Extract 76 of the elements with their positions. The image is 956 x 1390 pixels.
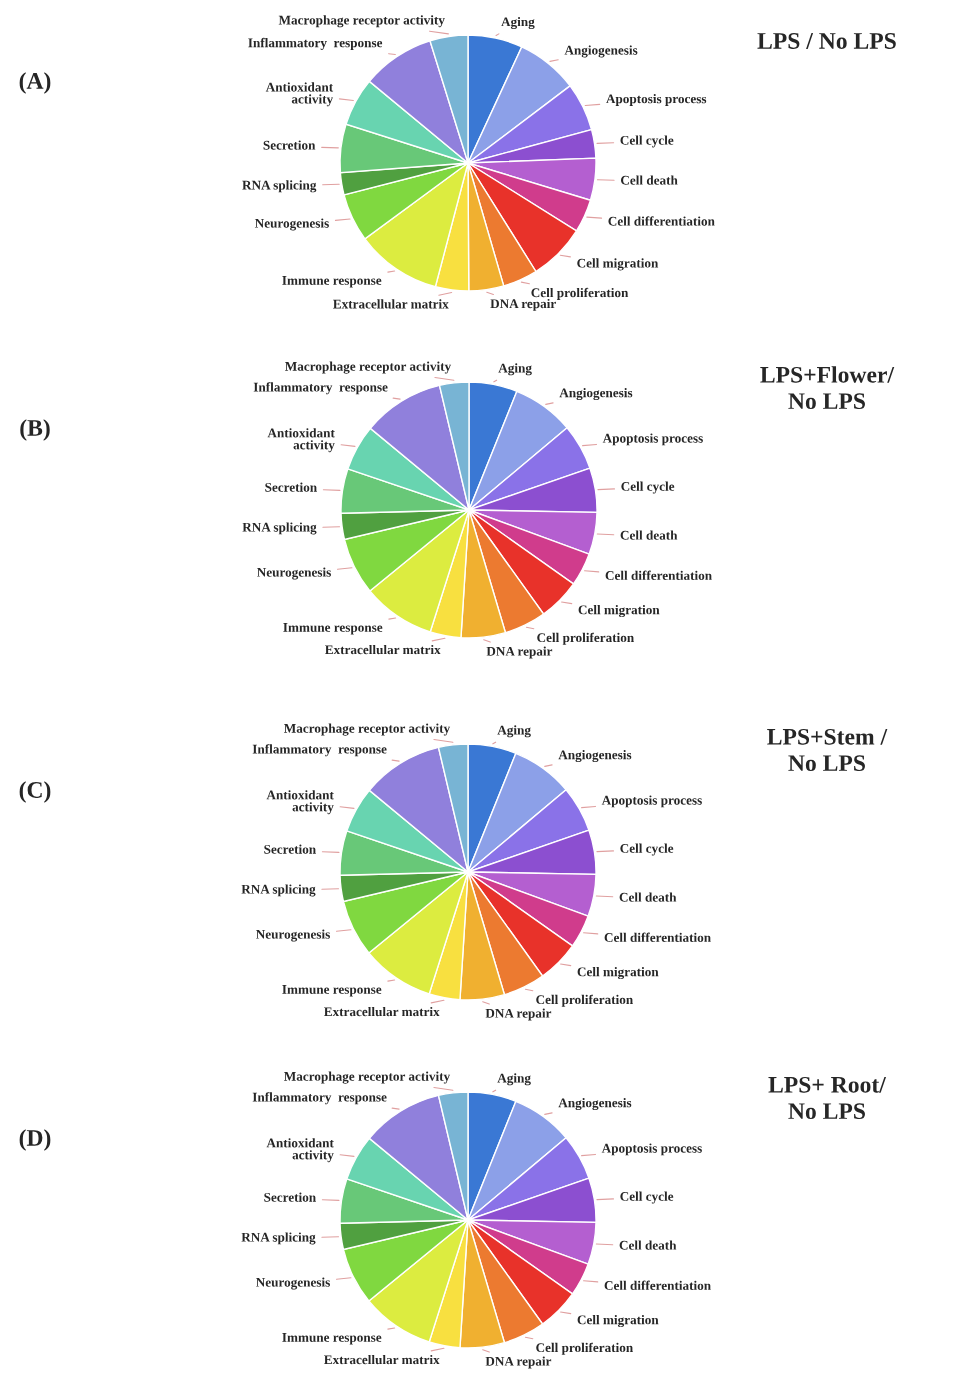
slice-label: Neurogenesis [256, 1277, 330, 1290]
slice-label: Immune response [282, 985, 382, 997]
slice-label: Extracellular matrix [324, 1006, 440, 1017]
slice-label: Extracellular matrix [333, 299, 449, 309]
slice-label: Cell proliferation [536, 994, 633, 1007]
slice-label: Antioxidant activity [267, 428, 335, 453]
slice-label: DNA repair [490, 298, 556, 311]
slice-label: Cell migration [577, 967, 659, 980]
slice-label: Cell differentiation [608, 216, 715, 226]
slice-label: Secretion [265, 482, 317, 492]
slice-label: RNA splicing [241, 1232, 316, 1245]
slice-label: Neurogenesis [256, 929, 330, 942]
slice-label: Secretion [264, 1192, 316, 1202]
slice-label: Antioxidant activity [265, 82, 334, 107]
slice-label: Cell differentiation [604, 1280, 711, 1290]
text: LPS+ Root/ No LPS [768, 1076, 887, 1120]
text: (D) [19, 1129, 51, 1151]
slice-label: Cell cycle [620, 135, 674, 148]
slice-label: Neurogenesis [254, 218, 329, 231]
slice-label: Macrophage receptor activity [284, 723, 451, 736]
slice-label: Cell proliferation [536, 1342, 633, 1355]
slice-label: Inflammatory response [248, 37, 383, 50]
slice-label: Antioxidant activity [266, 1138, 334, 1163]
slice-label: Cell migration [577, 1315, 659, 1328]
slice-label: Cell differentiation [605, 570, 712, 580]
slice-label: Aging [497, 1073, 531, 1086]
slice-label: Cell differentiation [604, 932, 711, 942]
slice-label: Cell proliferation [531, 287, 629, 300]
slice-label: Inflammatory response [252, 1092, 387, 1105]
slice-label: Antioxidant activity [266, 790, 334, 815]
slice-label: Immune response [282, 1333, 382, 1345]
slice-label: Angiogenesis [558, 1097, 632, 1111]
slice-label: Macrophage receptor activity [278, 15, 445, 28]
slice-label: DNA repair [485, 1356, 552, 1369]
slice-label: Cell proliferation [537, 632, 634, 645]
text: (A) [19, 72, 51, 94]
slice-label: Aging [501, 16, 535, 30]
slice-label: RNA splicing [242, 180, 317, 193]
slice-label: Immune response [283, 623, 383, 635]
slice-label: Apoptosis process [606, 93, 707, 106]
slice-label: DNA repair [485, 1008, 552, 1021]
text: LPS+Flower/ No LPS [760, 366, 895, 410]
slice-label: Cell migration [577, 258, 659, 271]
slice-label: Aging [498, 363, 532, 376]
slice-label: Cell death [620, 530, 678, 540]
slice-label: Apoptosis process [602, 433, 703, 446]
slice-label: RNA splicing [241, 884, 316, 897]
slice-label: Apoptosis process [601, 795, 702, 808]
text: (B) [20, 419, 50, 441]
slice-label: Immune response [282, 276, 382, 288]
slice-label: Secretion [263, 140, 316, 150]
slice-label: Inflammatory response [253, 382, 388, 395]
slice-label: Cell migration [578, 605, 660, 618]
slice-label: Apoptosis process [601, 1143, 702, 1156]
slice-label: Extracellular matrix [325, 644, 441, 655]
text: LPS+Stem / No LPS [767, 728, 888, 772]
slice-label: Macrophage receptor activity [285, 361, 452, 374]
slice-label: Cell cycle [620, 1191, 674, 1204]
slice-label: Cell cycle [621, 481, 675, 494]
slice-label: Extracellular matrix [324, 1354, 440, 1365]
slice-label: Angiogenesis [564, 45, 638, 58]
slice-label: Angiogenesis [558, 749, 632, 763]
slice-label: DNA repair [486, 646, 553, 659]
slice-label: Cell death [620, 175, 678, 185]
slice-label: Cell death [619, 892, 677, 902]
text: LPS / No LPS [757, 33, 896, 49]
slice-label: Aging [497, 725, 531, 738]
slice-label: Macrophage receptor activity [284, 1071, 451, 1084]
slice-label: Cell death [619, 1240, 677, 1250]
slice-label: RNA splicing [242, 522, 317, 535]
slice-label: Angiogenesis [559, 387, 633, 401]
slice-label: Cell cycle [620, 843, 674, 856]
slice-label: Secretion [264, 844, 316, 854]
slice-label: Neurogenesis [257, 567, 331, 580]
slice-label: Inflammatory response [252, 744, 387, 757]
text: (C) [19, 781, 51, 803]
